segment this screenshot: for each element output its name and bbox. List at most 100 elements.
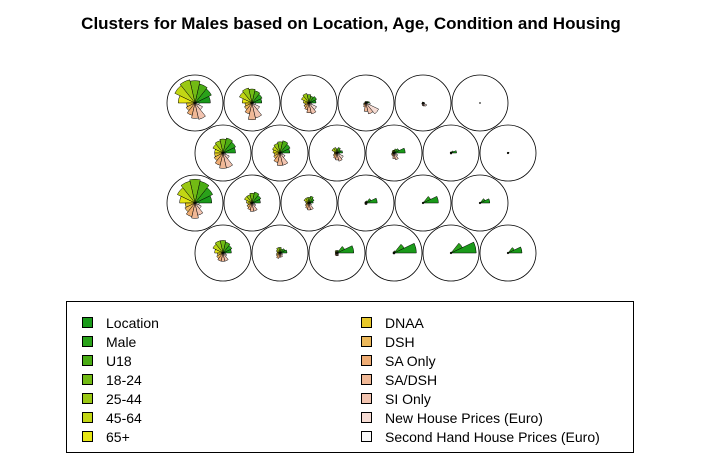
segment-second-hand-house-prices-euro [336,252,339,254]
legend-label: SI Only [385,390,431,407]
segment-si-only [222,152,233,169]
legend-label: Location [106,314,159,331]
segment-new-house-prices-euro [194,102,203,110]
segment-second-hand-house-prices-euro [365,102,371,106]
som-unit [251,224,309,282]
legend-item: 45-64 [82,408,142,427]
segment-45-64 [244,196,253,204]
segment-second-hand-house-prices-euro [393,152,397,155]
legend-item: SI Only [361,389,431,408]
segment-si-only [194,102,206,120]
segment-si-only [222,252,229,262]
segment-65 [241,98,253,104]
som-unit [166,174,224,232]
segment-new-house-prices-euro [336,152,344,159]
som-segment-map [166,74,537,282]
legend-swatch [82,393,93,404]
som-unit [337,174,395,232]
segment-u18 [279,140,289,154]
segment-18-24 [219,138,227,154]
legend-label: Second Hand House Prices (Euro) [385,428,600,445]
segment-18-24 [277,141,283,154]
segment-second-hand-house-prices-euro [308,102,313,105]
legend-swatch [361,336,372,347]
segment-65 [305,201,310,204]
legend-item: Male [82,332,136,351]
legend-label: 18-24 [106,371,142,388]
legend-item: Location [82,313,159,332]
legend-item: New House Prices (Euro) [361,408,543,427]
legend-label: DSH [385,333,415,350]
legend-label: 45-64 [106,409,142,426]
segment-new-house-prices-euro [222,252,228,257]
som-unit [280,74,338,132]
legend-label: SA/DSH [385,371,438,388]
legend-swatch [361,412,372,423]
segment-second-hand-house-prices-euro [336,152,341,155]
segment-male [479,198,486,204]
segment-male [336,246,345,254]
segment-new-house-prices-euro [251,102,260,110]
segment-second-hand-house-prices-euro [251,102,256,105]
chart-title: Clusters for Males based on Location, Ag… [81,14,621,33]
segment-si-only [308,102,317,115]
segment-second-hand-house-prices-euro [279,252,283,255]
som-unit [422,124,480,182]
segment-second-hand-house-prices-euro [194,102,200,106]
segment-second-hand-house-prices-euro [222,152,227,155]
som-unit [194,224,252,282]
segment-second-hand-house-prices-euro [251,202,256,205]
legend-swatch [361,393,372,404]
legend-swatch [361,355,372,366]
segment-45-64 [177,187,196,204]
som-unit [280,174,338,232]
segment-second-hand-house-prices-euro [279,152,284,155]
segment-si-only [279,152,289,166]
segment-male [393,148,400,154]
legend-item: 25-44 [82,389,142,408]
som-unit [223,174,281,232]
segment-male [393,243,405,254]
legend-swatch [82,336,93,347]
segment-25-44 [179,79,196,104]
segment-25-44 [214,240,224,254]
segment-male [365,198,372,204]
segment-new-house-prices-euro [365,102,379,115]
segment-new-house-prices-euro [422,102,428,107]
som-unit [422,224,480,282]
som-unit [166,74,224,132]
segment-new-house-prices-euro [222,152,230,159]
segment-new-house-prices-euro [194,202,202,209]
segment-second-hand-house-prices-euro [194,202,200,206]
segment-45-64 [212,143,224,154]
segment-male [450,242,463,254]
segment-25-44 [214,140,224,154]
legend-item: 18-24 [82,370,142,389]
chart-legend: Location Male U18 18-24 25-44 45-64 65+ DNAA DSH… [66,301,634,453]
segment-si-only [251,202,258,212]
segment-45-64 [275,249,281,254]
som-unit [394,174,452,232]
segment-18-24 [249,192,255,204]
segment-45-64 [303,198,310,204]
som-unit [394,74,452,132]
legend-item: U18 [82,351,132,370]
legend-item: SA/DSH [361,370,437,389]
segment-25-44 [242,87,253,104]
segment-male [422,196,431,204]
legend-item: DNAA [361,313,424,332]
segment-si-only [194,202,204,216]
segment-u18 [222,137,233,154]
legend-swatch [361,374,372,385]
legend-swatch [361,431,372,442]
legend-label: U18 [106,352,132,369]
segment-new-house-prices-euro [308,102,317,110]
som-unit [365,124,423,182]
som-unit [223,74,281,132]
som-unit [308,124,366,182]
legend-swatch [361,317,372,328]
segment-65 [303,100,310,104]
segment-si-only [251,102,262,119]
segment-45-64 [301,96,310,104]
segment-male [507,247,515,254]
